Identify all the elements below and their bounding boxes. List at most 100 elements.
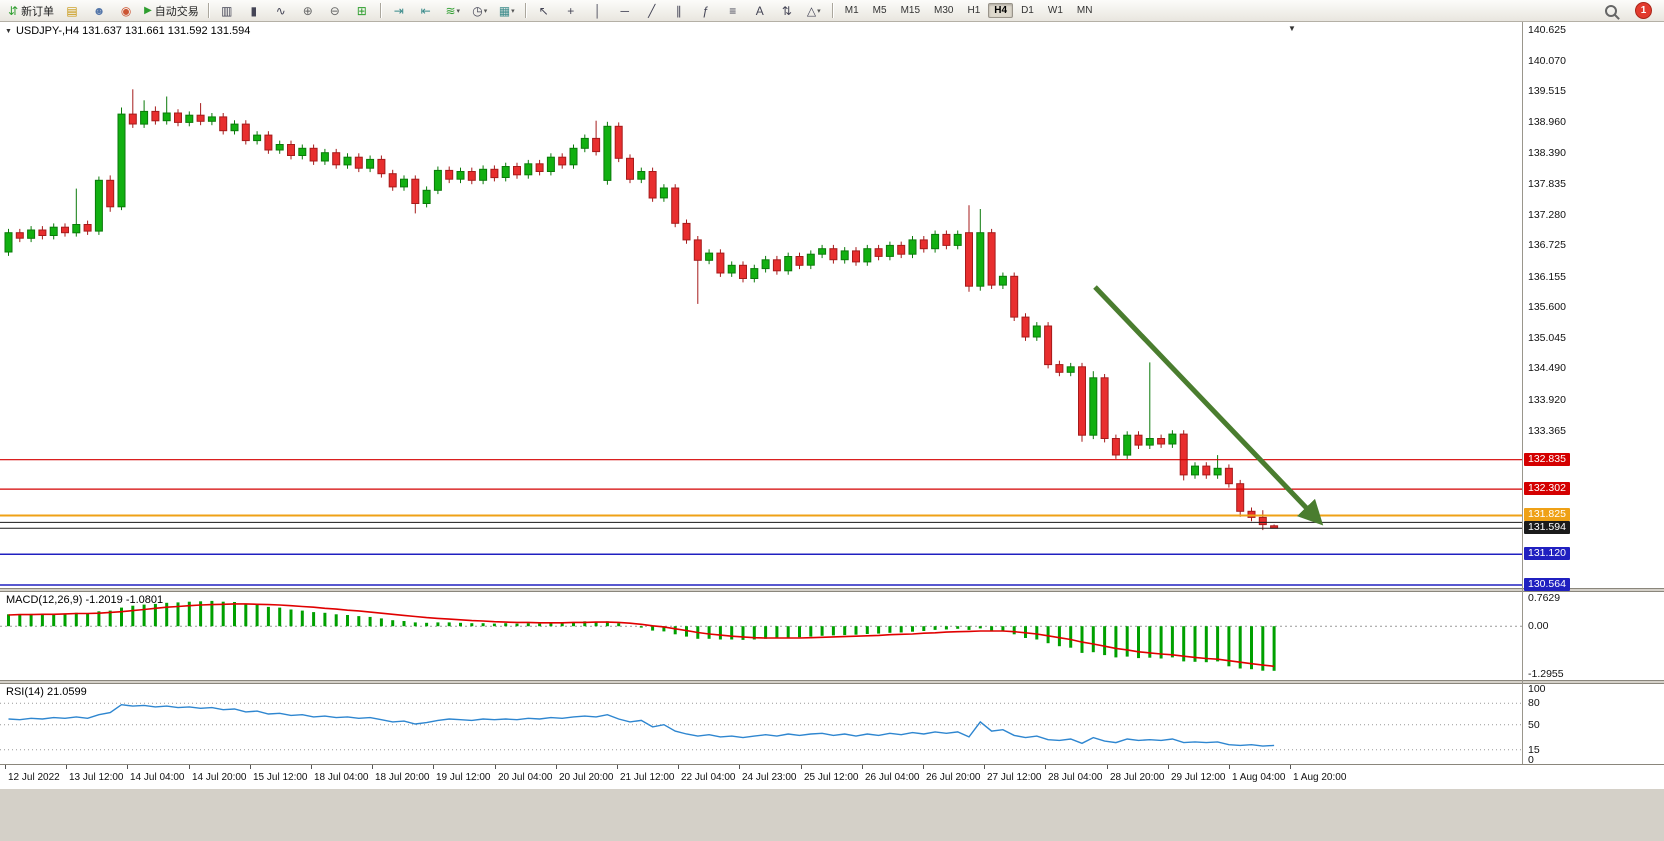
alerts-icon: ◉ bbox=[120, 3, 132, 18]
candle-chart-button[interactable]: ▮ bbox=[241, 1, 267, 21]
chart-ohlc-text: USDJPY-,H4 131.637 131.661 131.592 131.5… bbox=[15, 25, 251, 37]
profile-button[interactable]: ☻ bbox=[86, 1, 112, 21]
panel-divider[interactable] bbox=[0, 680, 1664, 684]
chart-dropdown-icon[interactable]: ▼ bbox=[5, 27, 12, 35]
chevron-down-icon: ▾ bbox=[456, 7, 461, 15]
templates-button[interactable]: ▦ ▾ bbox=[494, 1, 520, 21]
chart-header: ▼ USDJPY-,H4 131.637 131.661 131.592 131… bbox=[5, 25, 250, 37]
time-axis-label: 24 Jul 23:00 bbox=[742, 772, 797, 783]
price-badge-support-blue-1: 131.120 bbox=[1524, 547, 1570, 560]
time-axis-label: 29 Jul 12:00 bbox=[1171, 772, 1226, 783]
timeframe-m5[interactable]: M5 bbox=[872, 5, 887, 16]
time-axis[interactable]: 12 Jul 2022 13 Jul 12:00 14 Jul 04:00 14 Ju… bbox=[0, 764, 1664, 789]
time-tick bbox=[739, 765, 740, 769]
timeframe-m15[interactable]: M15 bbox=[900, 5, 921, 16]
horizontal-line-button[interactable]: ─ bbox=[612, 1, 638, 21]
price-axis-label: 136.155 bbox=[1528, 271, 1566, 283]
time-tick bbox=[923, 765, 924, 769]
price-axis-label: 140.070 bbox=[1528, 55, 1566, 67]
notification-badge[interactable]: 1 bbox=[1635, 2, 1652, 19]
rsi-axis-label: 100 bbox=[1528, 683, 1546, 695]
timeframe-m30[interactable]: M30 bbox=[934, 5, 954, 16]
timeframe-w1[interactable]: W1 bbox=[1047, 5, 1063, 16]
macd-panel[interactable]: MACD(12,26,9) -1.2019 -1.0801 bbox=[0, 592, 1522, 680]
indicators-button[interactable]: ≋ ▾ bbox=[440, 1, 466, 21]
search-icon bbox=[1605, 4, 1617, 17]
symbols-icon: ▤ bbox=[66, 3, 78, 18]
price-axis-label: 140.625 bbox=[1528, 24, 1566, 36]
time-axis-label: 1 Aug 20:00 bbox=[1293, 772, 1347, 783]
price-axis[interactable]: 140.625 140.070 139.515 138.960 138.390 137.8… bbox=[1523, 22, 1664, 591]
periods-button[interactable]: ◷ ▾ bbox=[467, 1, 493, 21]
trendline-button[interactable]: ╱ bbox=[639, 1, 665, 21]
price-axis-label: 133.365 bbox=[1528, 425, 1566, 437]
time-axis-label: 14 Jul 04:00 bbox=[130, 772, 185, 783]
timeframe-mn[interactable]: MN bbox=[1076, 5, 1093, 16]
new-order-button[interactable]: ⇵ 新订单 bbox=[4, 1, 58, 21]
time-tick bbox=[495, 765, 496, 769]
new-order-label: 新订单 bbox=[21, 5, 55, 18]
arrows-tool-button[interactable]: ⇅ bbox=[774, 1, 800, 21]
time-axis-label: 13 Jul 12:00 bbox=[69, 772, 124, 783]
price-badge-support-orange: 131.825 bbox=[1524, 508, 1570, 521]
text-tool-button[interactable]: A bbox=[747, 1, 773, 21]
timeframe-h4[interactable]: H4 bbox=[988, 3, 1014, 18]
time-axis-label: 25 Jul 12:00 bbox=[804, 772, 859, 783]
zoom-in-icon: ⊕ bbox=[302, 3, 313, 18]
cursor-button[interactable]: ↖ bbox=[531, 1, 557, 21]
price-badge-support-blue-2: 130.564 bbox=[1524, 578, 1570, 591]
toolbar-separator bbox=[831, 3, 833, 18]
time-tick bbox=[984, 765, 985, 769]
timeframe-m1[interactable]: M1 bbox=[844, 5, 859, 16]
search-button[interactable] bbox=[1598, 1, 1624, 21]
price-axis-label: 135.045 bbox=[1528, 332, 1566, 344]
autoscroll-button[interactable]: ⇥ bbox=[386, 1, 412, 21]
chart-shift-button[interactable]: ⇤ bbox=[413, 1, 439, 21]
shapes-button[interactable]: △ ▾ bbox=[801, 1, 827, 21]
panel-divider[interactable] bbox=[0, 588, 1664, 592]
toolbar-separator bbox=[524, 3, 526, 18]
main-chart[interactable]: ▼ USDJPY-,H4 131.637 131.661 131.592 131… bbox=[0, 22, 1522, 588]
autotrading-button[interactable]: ▶ 自动交易 bbox=[140, 1, 203, 21]
levels-button[interactable]: ≡ bbox=[720, 1, 746, 21]
time-axis-label: 26 Jul 20:00 bbox=[926, 772, 981, 783]
toolbar-separator bbox=[207, 3, 209, 18]
fibonacci-button[interactable]: ƒ bbox=[693, 1, 719, 21]
cursor-icon: ↖ bbox=[538, 3, 549, 18]
rsi-panel[interactable]: RSI(14) 21.0599 bbox=[0, 684, 1522, 764]
timeframe-h1[interactable]: H1 bbox=[967, 5, 981, 16]
vertical-line-button[interactable]: │ bbox=[585, 1, 611, 21]
time-tick bbox=[1045, 765, 1046, 769]
toolbar-separator bbox=[379, 3, 381, 18]
symbols-button[interactable]: ▤ bbox=[59, 1, 85, 21]
price-axis-label: 135.600 bbox=[1528, 301, 1566, 313]
zoom-out-button[interactable]: ⊖ bbox=[322, 1, 348, 21]
crosshair-button[interactable]: + bbox=[558, 1, 584, 21]
alerts-button[interactable]: ◉ bbox=[113, 1, 139, 21]
tile-windows-button[interactable]: ⊞ bbox=[349, 1, 375, 21]
time-axis-label: 18 Jul 20:00 bbox=[375, 772, 430, 783]
bar-chart-button[interactable]: ▥ bbox=[214, 1, 240, 21]
timeframe-group: M1 M5 M15 M30 H1 H4 D1 W1 MN bbox=[838, 3, 1100, 18]
line-chart-button[interactable]: ∿ bbox=[268, 1, 294, 21]
time-axis-label: 28 Jul 20:00 bbox=[1110, 772, 1165, 783]
price-badge-resistance-2: 132.302 bbox=[1524, 482, 1570, 495]
chart-marker-icon: ▼ bbox=[1288, 24, 1296, 33]
time-axis-label: 22 Jul 04:00 bbox=[681, 772, 736, 783]
new-order-icon: ⇵ bbox=[8, 3, 19, 18]
vertical-line-icon: │ bbox=[594, 3, 602, 18]
price-axis-label: 137.835 bbox=[1528, 178, 1566, 190]
chart-shift-icon: ⇤ bbox=[420, 3, 431, 18]
time-axis-label: 18 Jul 04:00 bbox=[314, 772, 369, 783]
arrows-tool-icon: ⇅ bbox=[781, 3, 792, 18]
autotrading-label: 自动交易 bbox=[154, 5, 199, 18]
timeframe-d1[interactable]: D1 bbox=[1021, 5, 1034, 16]
chevron-down-icon: ▾ bbox=[483, 7, 488, 15]
zoom-in-button[interactable]: ⊕ bbox=[295, 1, 321, 21]
channel-button[interactable]: ∥ bbox=[666, 1, 692, 21]
axis-separator bbox=[1522, 22, 1523, 764]
bar-chart-icon: ▥ bbox=[221, 3, 233, 18]
time-axis-label: 21 Jul 12:00 bbox=[620, 772, 675, 783]
time-axis-label: 15 Jul 12:00 bbox=[253, 772, 308, 783]
